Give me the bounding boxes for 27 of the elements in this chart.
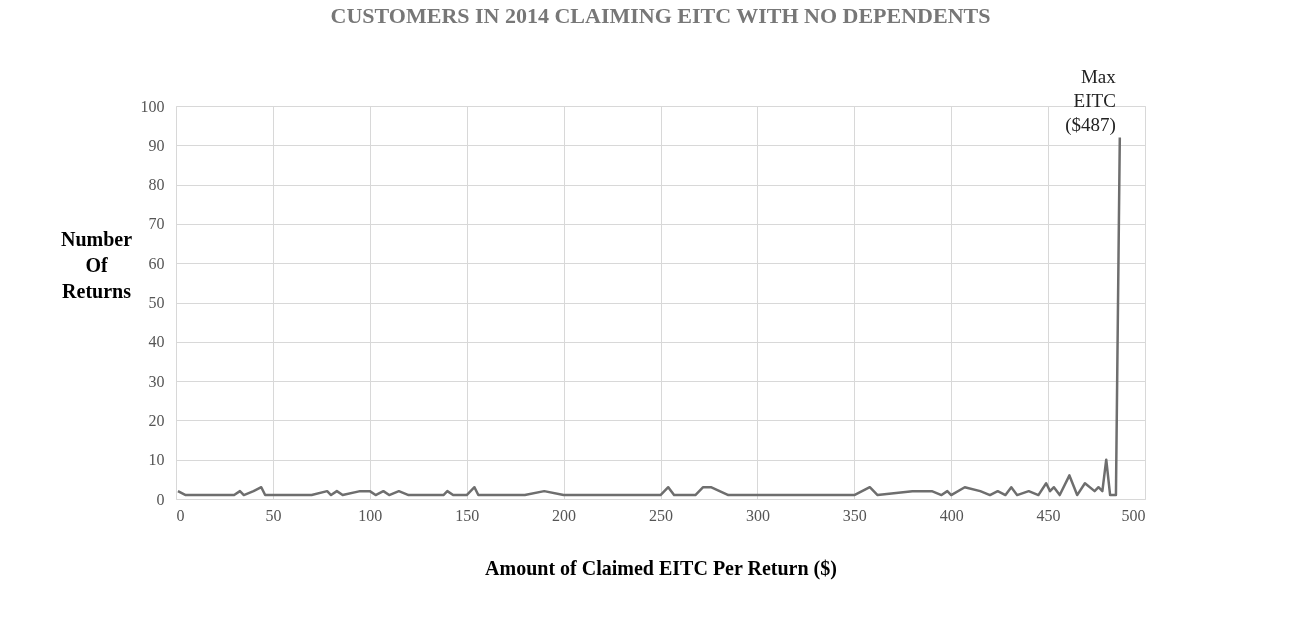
x-tick-label: 300 <box>745 506 770 524</box>
y-tick-label: 90 <box>148 136 165 154</box>
x-tick-label: 450 <box>1036 506 1061 524</box>
x-tick-label: 200 <box>552 506 577 524</box>
y-axis-title: Number Of Returns <box>60 228 133 303</box>
annotation: Max EITC ($487) <box>1065 66 1117 137</box>
y-tick-label: 60 <box>148 254 165 272</box>
y-tick-label: 80 <box>148 176 165 194</box>
y-tick-label: 20 <box>148 411 165 429</box>
x-tick-label: 0 <box>176 506 185 524</box>
y-tick-label: 100 <box>140 97 165 115</box>
x-tick-label: 50 <box>265 506 282 524</box>
line-series <box>176 136 1122 497</box>
y-tick-label: 10 <box>148 451 165 469</box>
y-tick-label: 50 <box>148 294 165 311</box>
x-tick-label: 250 <box>649 506 673 524</box>
y-tick-label: 40 <box>148 333 165 351</box>
x-tick-label: 350 <box>842 506 867 524</box>
chart-title: CUSTOMERS IN 2014 CLAIMING EITC WITH NO DEPENDENTS <box>330 3 991 29</box>
y-tick-label: 70 <box>148 215 165 233</box>
y-tick-label: 0 <box>156 490 165 508</box>
x-tick-label: 150 <box>455 506 480 524</box>
x-tick-label: 500 <box>1121 506 1146 524</box>
x-tick-label: 100 <box>358 506 383 524</box>
y-tick-label: 30 <box>148 372 165 390</box>
x-axis-title: Amount of Claimed EITC Per Return ($) <box>485 556 837 580</box>
x-tick-label: 400 <box>939 506 964 524</box>
